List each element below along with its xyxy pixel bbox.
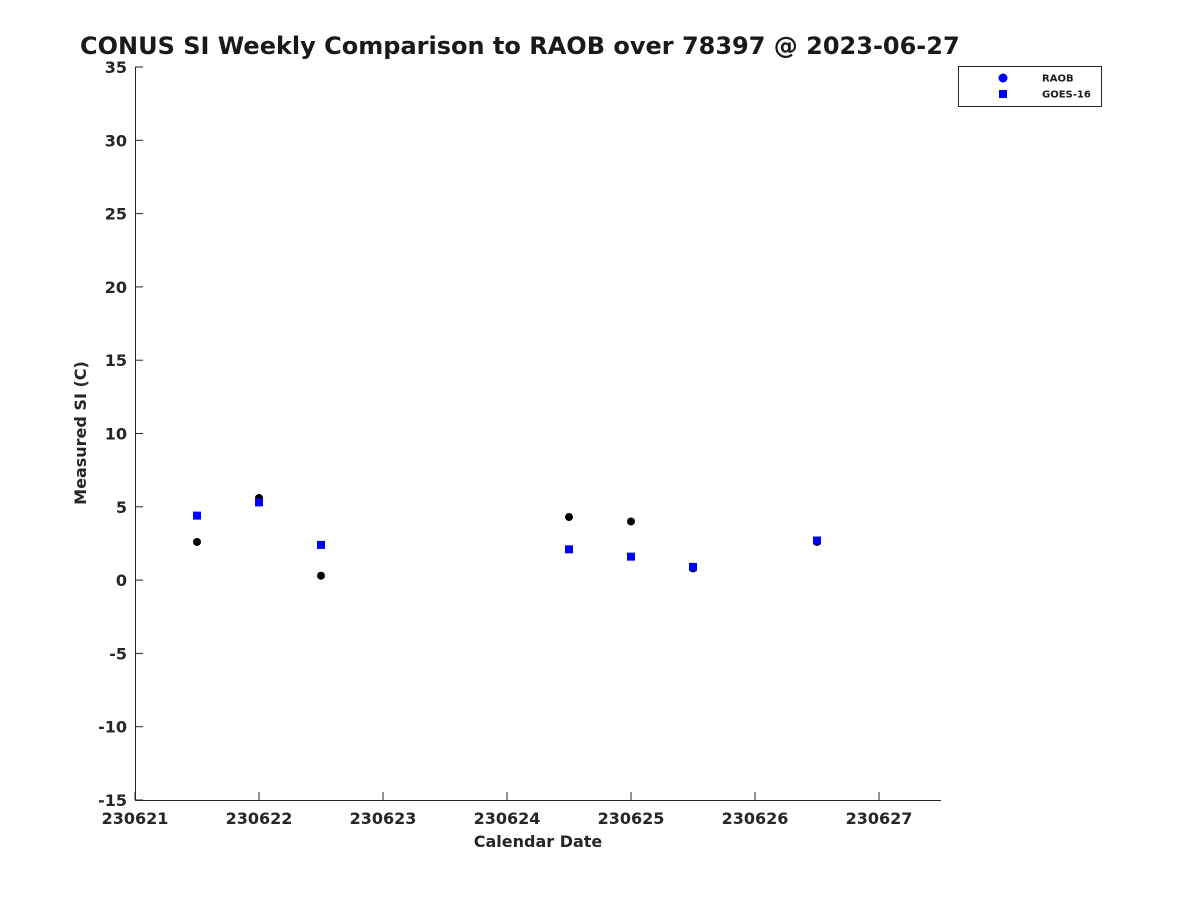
x-ticks: 230621 230622 230623 230624 230625 230626 2306… xyxy=(102,792,913,828)
x-tick-label: 230624 xyxy=(474,809,541,828)
x-tick-label: 230622 xyxy=(226,809,293,828)
goes-16-point xyxy=(193,511,201,520)
y-axis-label: Measured SI (C) xyxy=(71,361,90,505)
y-ticks: -15 -10 -5 0 5 10 15 20 25 30 35 xyxy=(98,58,143,810)
y-tick-label: 10 xyxy=(105,425,127,444)
legend: RAOB GOES-16 xyxy=(958,66,1102,107)
legend-box xyxy=(958,66,1102,107)
y-tick-label: 15 xyxy=(105,351,127,370)
x-tick-label: 230623 xyxy=(350,809,417,828)
legend-marker-goes-16 xyxy=(999,90,1007,98)
goes-16-point xyxy=(565,545,573,554)
data-points xyxy=(193,494,821,580)
y-tick-label: 20 xyxy=(105,278,127,297)
y-tick-label: -10 xyxy=(98,718,127,737)
legend-label-goes-16: GOES-16 xyxy=(1042,90,1091,101)
y-tick-label: -15 xyxy=(98,791,127,810)
x-tick-label: 230627 xyxy=(846,809,913,828)
y-tick-label: 0 xyxy=(116,571,127,590)
goes-16-point xyxy=(689,562,697,571)
legend-label-raob: RAOB xyxy=(1042,74,1074,85)
chart-title: CONUS SI Weekly Comparison to RAOB over … xyxy=(80,32,960,60)
y-tick-label: 25 xyxy=(105,205,127,224)
legend-marker-raob xyxy=(998,73,1008,83)
goes-16-point xyxy=(813,536,821,545)
axes xyxy=(135,67,941,801)
x-tick-label: 230621 xyxy=(102,809,169,828)
goes-16-point xyxy=(317,540,325,549)
y-tick-label: 30 xyxy=(105,131,127,150)
y-tick-label: 5 xyxy=(116,498,127,517)
goes-16-point xyxy=(255,498,263,507)
x-tick-label: 230626 xyxy=(722,809,789,828)
y-tick-label: 35 xyxy=(105,58,127,77)
raob-point xyxy=(627,517,635,526)
goes-16-point xyxy=(627,552,635,561)
x-axis-label: Calendar Date xyxy=(474,832,603,851)
raob-point xyxy=(317,571,325,580)
x-tick-label: 230625 xyxy=(598,809,665,828)
raob-point xyxy=(193,537,201,546)
y-tick-label: -5 xyxy=(109,644,127,663)
raob-point xyxy=(565,513,573,522)
